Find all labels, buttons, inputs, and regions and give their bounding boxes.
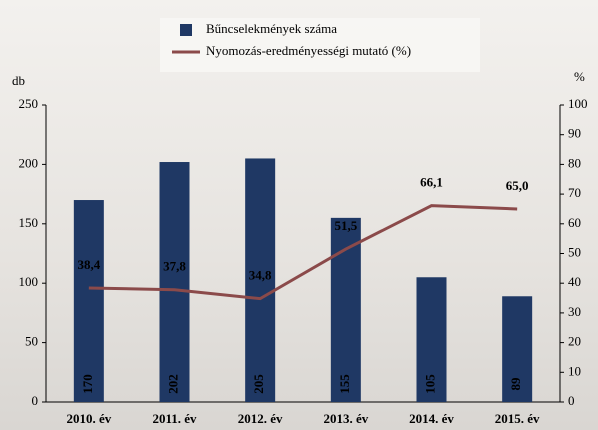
bar xyxy=(73,200,104,402)
y2-tick-label: 20 xyxy=(568,334,581,349)
legend-swatch xyxy=(180,24,192,36)
x-tick-label: 2015. év xyxy=(495,411,540,426)
bar xyxy=(245,158,276,402)
bar xyxy=(416,277,447,402)
bar-value-label: 105 xyxy=(422,374,437,394)
bar-value-label: 89 xyxy=(508,377,523,391)
x-tick-label: 2014. év xyxy=(409,411,454,426)
y-tick-label: 150 xyxy=(19,215,39,230)
line-value-label: 66,1 xyxy=(420,175,443,190)
y2-tick-label: 60 xyxy=(568,215,581,230)
y2-tick-label: 90 xyxy=(568,126,581,141)
x-tick-label: 2010. év xyxy=(66,411,111,426)
bar-value-label: 205 xyxy=(251,374,266,394)
y2-tick-label: 100 xyxy=(568,96,588,111)
x-tick-label: 2012. év xyxy=(238,411,283,426)
bar-value-label: 202 xyxy=(165,374,180,394)
y2-axis-label: % xyxy=(574,69,585,84)
y2-tick-label: 30 xyxy=(568,304,581,319)
line-value-label: 38,4 xyxy=(77,257,100,272)
y-tick-label: 0 xyxy=(32,393,39,408)
x-tick-label: 2013. év xyxy=(323,411,368,426)
y-axis-label: db xyxy=(12,73,25,88)
line-value-label: 51,5 xyxy=(334,218,357,233)
bar-value-label: 170 xyxy=(80,374,95,394)
y2-tick-label: 50 xyxy=(568,244,581,259)
bar xyxy=(502,296,533,402)
y-tick-label: 250 xyxy=(19,96,39,111)
x-tick-label: 2011. év xyxy=(152,411,197,426)
y2-tick-label: 40 xyxy=(568,274,581,289)
y2-tick-label: 80 xyxy=(568,155,581,170)
legend-label: Bűncselekmények száma xyxy=(206,21,337,36)
legend-label: Nyomozás-eredményességi mutató (%) xyxy=(206,43,411,58)
y-tick-label: 200 xyxy=(19,155,39,170)
y2-tick-label: 70 xyxy=(568,185,581,200)
y2-tick-label: 0 xyxy=(568,393,575,408)
line xyxy=(88,204,518,301)
bar xyxy=(159,162,190,402)
y-tick-label: 50 xyxy=(25,334,38,349)
line-value-label: 37,8 xyxy=(163,259,186,274)
legend-box xyxy=(160,18,480,72)
y2-tick-label: 10 xyxy=(568,363,581,378)
bar-value-label: 155 xyxy=(337,374,352,394)
y-tick-label: 100 xyxy=(19,274,39,289)
line-value-label: 34,8 xyxy=(249,268,272,283)
line-value-label: 65,0 xyxy=(506,178,529,193)
